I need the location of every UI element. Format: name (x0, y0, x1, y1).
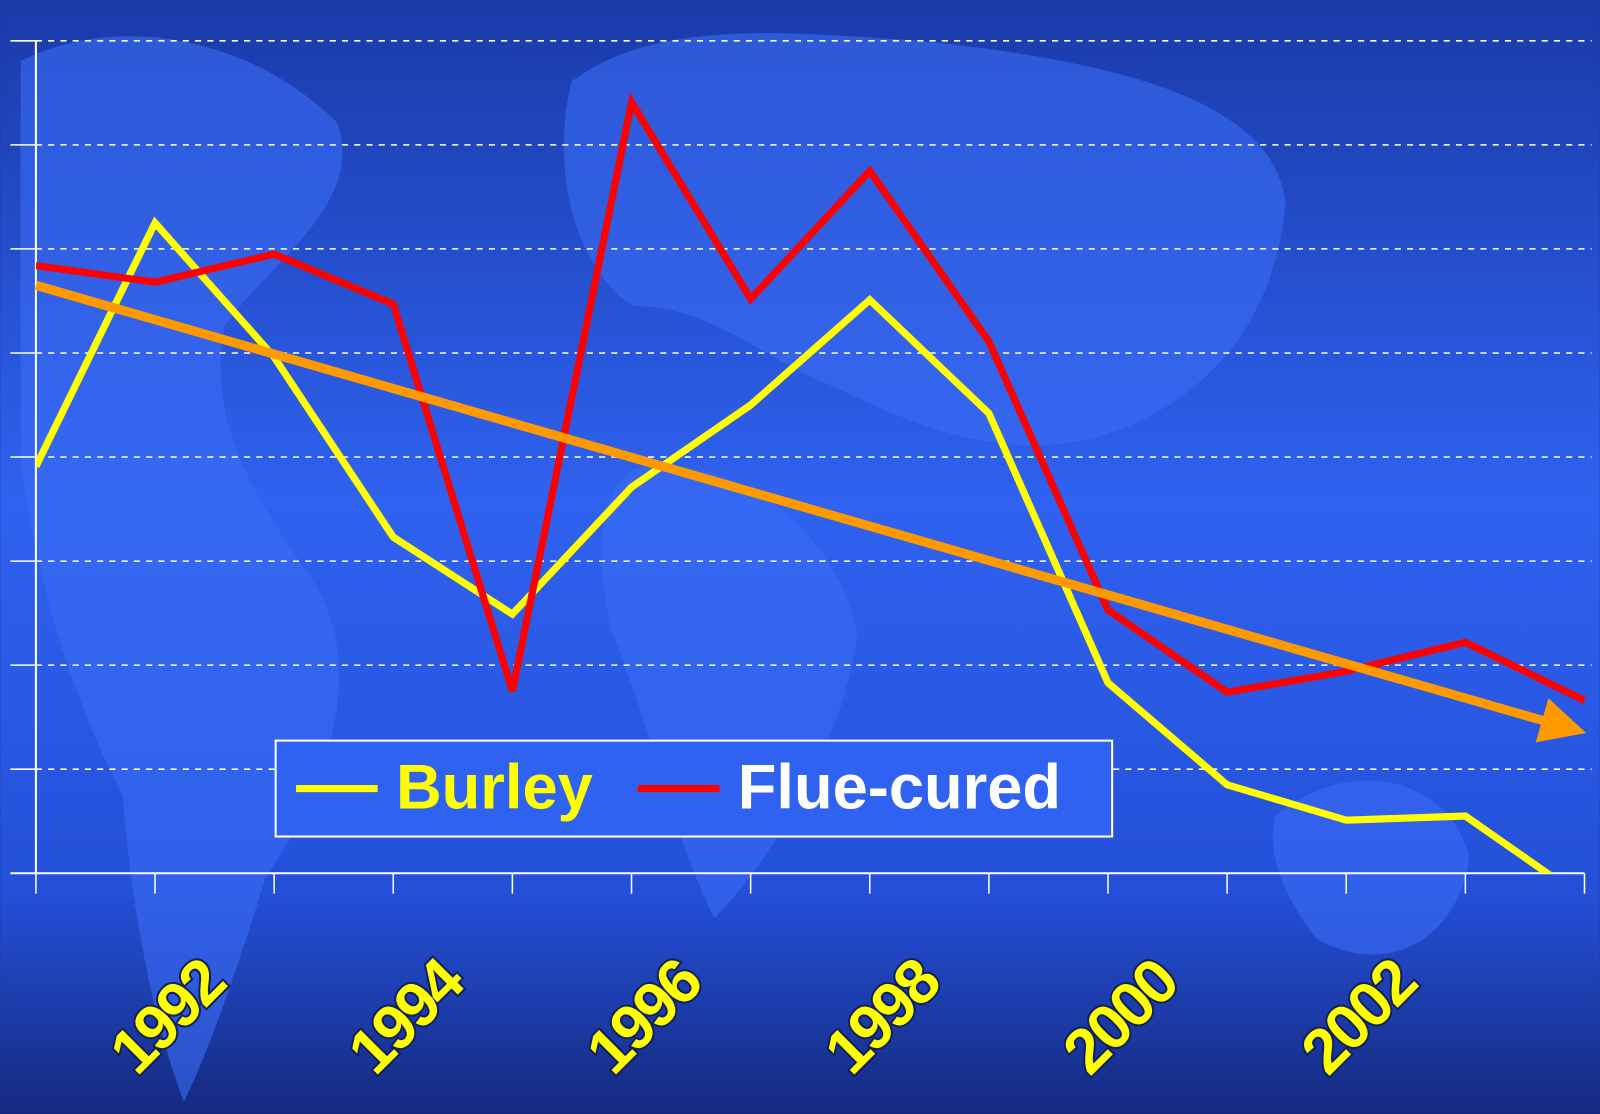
legend-label: Flue-cured (738, 752, 1061, 822)
legend-label: Burley (396, 752, 593, 822)
trend-arrow (34, 280, 1587, 743)
series-line (35, 92, 1587, 704)
legend: Burley Flue-cured (274, 739, 1114, 838)
series-line (35, 216, 1554, 874)
